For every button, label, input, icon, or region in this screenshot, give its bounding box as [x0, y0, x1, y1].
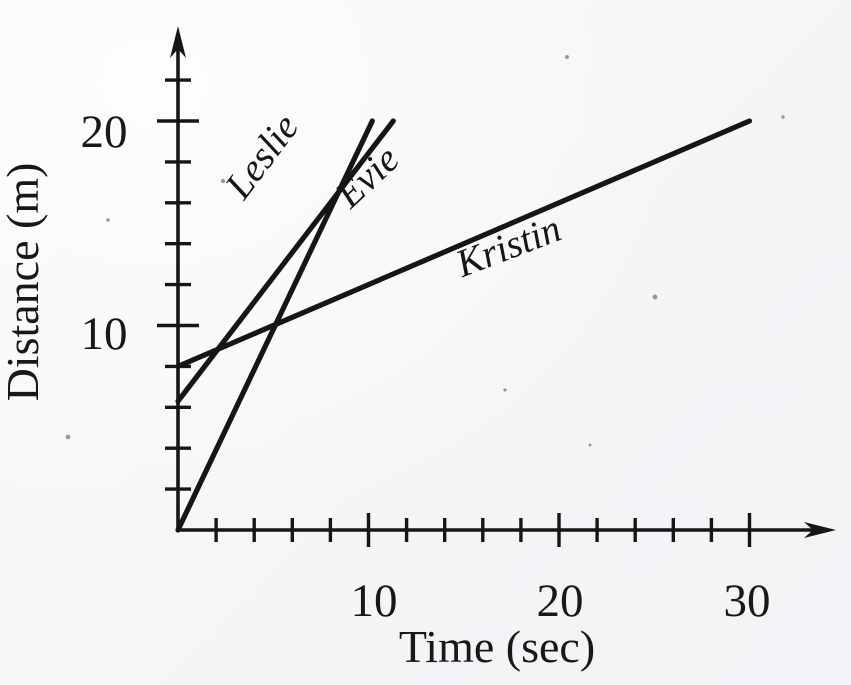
x-tick-label-30: 30 [724, 575, 771, 627]
series-line-kristin [175, 118, 753, 369]
scan-speck [220, 178, 226, 184]
series-line-evie [175, 118, 396, 404]
scan-speck [565, 55, 569, 59]
y-axis-title: Distance (m) [0, 163, 48, 402]
x-axis-title: Time (sec) [399, 621, 595, 672]
y-axis-arrowhead [170, 26, 186, 58]
scan-speck [652, 294, 658, 300]
x-tick-label-10: 10 [351, 575, 398, 627]
series-label-evie: Evie [327, 138, 408, 217]
scan-speck [106, 218, 110, 222]
scan-speck [503, 388, 507, 392]
y-tick-label-10: 10 [81, 308, 128, 360]
series-label-leslie: Leslie [216, 106, 307, 207]
scan-speck [781, 115, 785, 119]
series-label-kristin: Kristin [449, 207, 567, 286]
x-tick-label-20: 20 [537, 575, 584, 627]
scan-speck [588, 443, 592, 447]
y-tick-label-20: 20 [81, 106, 128, 158]
scan-speck [65, 434, 71, 440]
x-axis-arrowhead [804, 522, 836, 538]
